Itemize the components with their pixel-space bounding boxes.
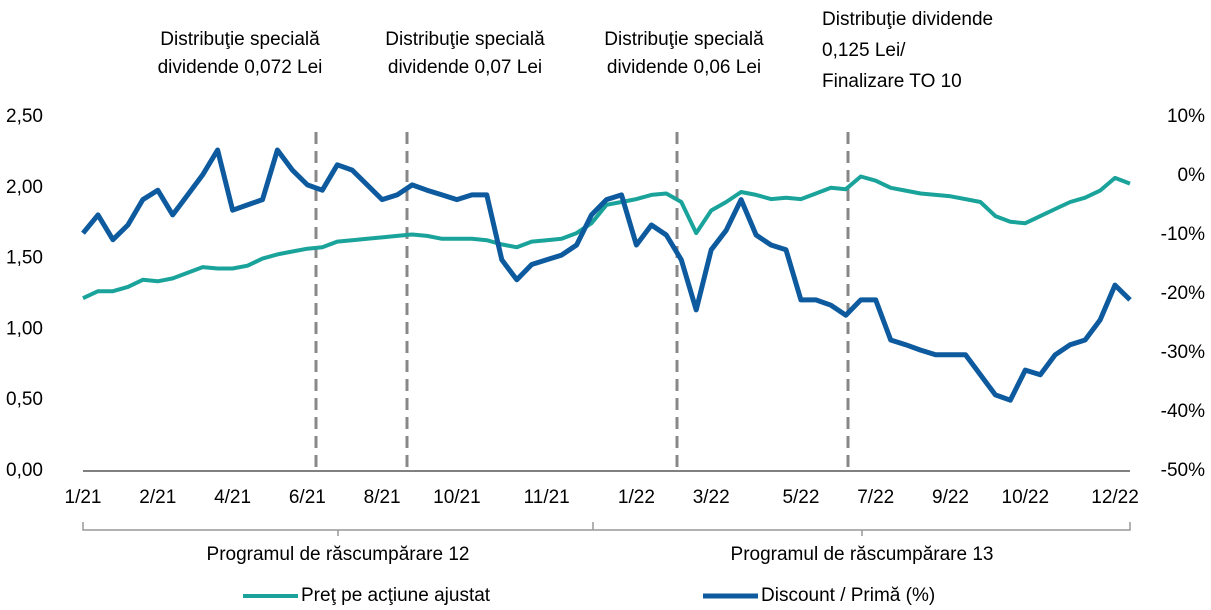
annotation: dividende 0,07 Lei <box>388 57 542 78</box>
annotation: 0,125 Lei/ <box>822 40 906 61</box>
x-tick-label: 10/21 <box>433 487 481 508</box>
x-tick-label: 12/22 <box>1091 487 1139 508</box>
annotation: Finalizare TO 10 <box>822 71 962 92</box>
y-tick-label: 0,00 <box>6 460 43 481</box>
series-line <box>82 174 1131 301</box>
y2-tick-label: -40% <box>1161 401 1205 422</box>
y-tick-label: 1,00 <box>6 318 43 339</box>
annotation: Distribuţie specială <box>385 29 545 50</box>
annotation: Distribuţie specială <box>604 29 764 50</box>
x-tick-label: 6/21 <box>289 487 326 508</box>
y2-tick-label: -20% <box>1161 283 1205 304</box>
x-tick-label: 10/22 <box>1002 487 1050 508</box>
annotation: dividende 0,072 Lei <box>158 57 323 78</box>
period-label: Programul de răscumpărare 13 <box>731 544 994 565</box>
y-tick-label: 2,00 <box>6 177 43 198</box>
x-tick-label: 3/22 <box>693 487 730 508</box>
y-tick-label: 2,50 <box>6 106 43 127</box>
x-tick-label: 4/21 <box>214 487 251 508</box>
event-lines <box>314 132 850 471</box>
x-tick-label: 9/22 <box>932 487 969 508</box>
annotation: dividende 0,06 Lei <box>607 57 761 78</box>
x-tick-label: 7/22 <box>857 487 894 508</box>
annotation: Distribuţie specială <box>160 29 320 50</box>
x-tick-label: 1/22 <box>618 487 655 508</box>
series-line <box>81 147 1132 403</box>
y2-tick-label: 10% <box>1167 106 1205 127</box>
legend-label: Discount / Primă (%) <box>761 585 935 606</box>
period-label: Programul de răscumpărare 12 <box>207 544 470 565</box>
y2-tick-label: -30% <box>1161 342 1205 363</box>
legend-label: Preţ pe acţiune ajustat <box>301 585 491 606</box>
period-brackets <box>82 522 1131 536</box>
y-tick-label: 0,50 <box>6 389 43 410</box>
annotation: Distribuţie dividende <box>822 9 993 30</box>
x-tick-label: 1/21 <box>65 487 102 508</box>
y2-tick-label: -10% <box>1161 224 1205 245</box>
x-tick-label: 8/21 <box>364 487 401 508</box>
y2-tick-label: -50% <box>1161 460 1205 481</box>
y2-tick-label: 0% <box>1178 165 1206 186</box>
x-tick-label: 11/21 <box>524 487 570 508</box>
y-tick-label: 1,50 <box>6 248 43 269</box>
x-tick-label: 5/22 <box>782 487 819 508</box>
x-tick-label: 2/21 <box>139 487 176 508</box>
